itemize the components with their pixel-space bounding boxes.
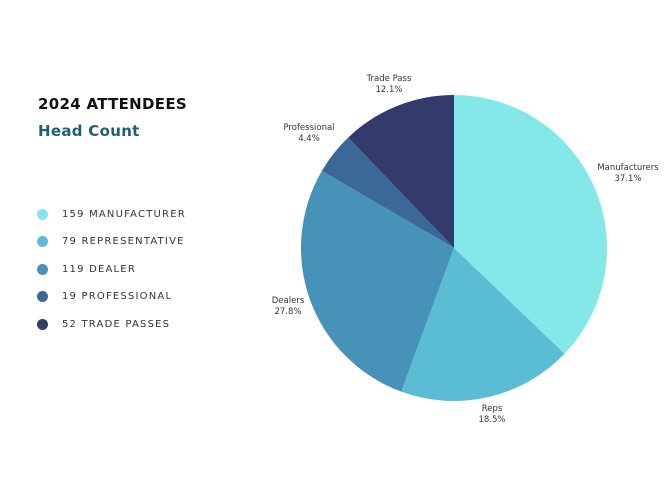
legend-label: 19 PROFESSIONAL (62, 291, 173, 302)
chart-title: 2024 ATTENDEES (38, 95, 187, 113)
slice-label-professional: Professional (283, 123, 334, 133)
legend-item-professional: 19 PROFESSIONAL (37, 288, 186, 306)
legend-item-manufacturer: 159 MANUFACTURER (37, 205, 186, 223)
slice-label-reps: Reps (482, 404, 503, 414)
pie-slice-manufacturers (454, 95, 607, 354)
slice-percent-professional: 4.4% (298, 134, 320, 144)
legend-item-dealer: 119 DEALER (37, 260, 186, 278)
pie-slices (300, 95, 607, 401)
pie-slice-reps (401, 248, 565, 401)
pie-slice-trade-pass (348, 95, 454, 248)
pie-slice-dealers (300, 170, 454, 392)
legend-label: 52 TRADE PASSES (62, 318, 171, 330)
legend: 159 MANUFACTURER 79 REPRESENTATIVE 119 D… (37, 205, 186, 343)
slice-label-dealers: Dealers (272, 296, 305, 306)
legend-swatch (37, 318, 48, 330)
slice-percent-manufacturers: 37.1% (614, 174, 641, 184)
slice-label-manufacturers: Manufacturers (597, 163, 659, 173)
pie-slice-professional (321, 137, 454, 248)
legend-label: 119 DEALER (62, 263, 136, 275)
legend-label: 159 MANUFACTURER (62, 208, 186, 220)
legend-item-trade-passes: 52 TRADE PASSES (37, 315, 186, 333)
slice-percent-dealers: 27.8% (274, 307, 301, 317)
legend-label: 79 REPRESENTATIVE (62, 236, 185, 247)
legend-swatch (37, 263, 48, 275)
legend-swatch (37, 291, 48, 302)
slice-percent-reps: 18.5% (478, 415, 505, 425)
slice-label-trade-pass: Trade Pass (366, 74, 412, 84)
chart-subtitle: Head Count (38, 122, 140, 140)
slice-percent-trade-pass: 12.1% (375, 85, 402, 95)
legend-swatch (37, 236, 48, 247)
legend-swatch (37, 208, 48, 220)
legend-item-representative: 79 REPRESENTATIVE (37, 233, 186, 251)
